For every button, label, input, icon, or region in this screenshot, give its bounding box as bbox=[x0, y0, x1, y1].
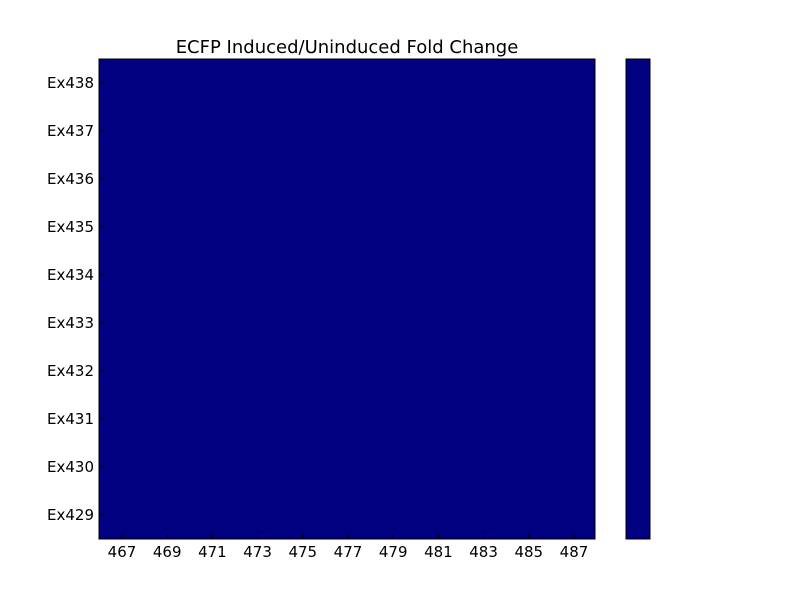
colorbar bbox=[625, 58, 651, 540]
x-tick-label: 479 bbox=[379, 543, 408, 561]
y-tick-label: Ex434 bbox=[47, 266, 94, 284]
y-tick-label: Ex435 bbox=[47, 218, 94, 236]
x-tick-label: 475 bbox=[288, 543, 317, 561]
y-tick-label: Ex430 bbox=[47, 458, 94, 476]
x-tick-label: 487 bbox=[560, 543, 589, 561]
y-tick-label: Ex438 bbox=[47, 74, 94, 92]
x-tick-label: 483 bbox=[469, 543, 498, 561]
heatmap-area bbox=[98, 58, 596, 540]
y-tick-label: Ex432 bbox=[47, 362, 94, 380]
x-tick-label: 477 bbox=[334, 543, 363, 561]
y-tick-label: Ex437 bbox=[47, 122, 94, 140]
x-tick-label: 469 bbox=[153, 543, 182, 561]
x-tick-label: 471 bbox=[198, 543, 227, 561]
x-axis-ticks: 467 469 471 473 475 477 479 481 483 485 487 bbox=[108, 534, 589, 561]
chart-title: ECFP Induced/Uninduced Fold Change bbox=[176, 37, 519, 58]
x-tick-label: 467 bbox=[108, 543, 137, 561]
y-tick-label: Ex436 bbox=[47, 170, 94, 188]
x-tick-label: 481 bbox=[424, 543, 453, 561]
x-tick-label: 485 bbox=[514, 543, 543, 561]
y-tick-label: Ex429 bbox=[47, 506, 94, 524]
y-tick-label: Ex433 bbox=[47, 314, 94, 332]
x-tick-label: 473 bbox=[243, 543, 272, 561]
y-axis-ticks: Ex438 Ex437 Ex436 Ex435 Ex434 Ex433 Ex432 Ex431… bbox=[47, 74, 104, 524]
y-tick-label: Ex431 bbox=[47, 410, 94, 428]
